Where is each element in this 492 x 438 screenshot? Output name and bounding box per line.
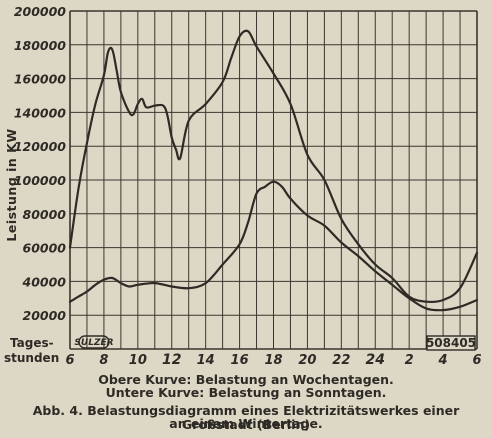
y-tick-label: 60000 <box>23 241 67 256</box>
x-tick-label: 18 <box>264 353 282 368</box>
x-tick-label: 20 <box>298 353 316 368</box>
chart-series <box>68 29 479 312</box>
y-tick-label: 200000 <box>14 4 66 19</box>
y-tick-label: 180000 <box>14 38 66 53</box>
series-line-weekday <box>68 29 479 304</box>
x-tick-label: 12 <box>162 352 181 368</box>
x-tick-label: 2 <box>405 353 414 368</box>
x-axis-ticks: 6 8 10 12 14 16 18 20 22 24 2 4 6 <box>65 352 481 368</box>
x-tick-label: 6 <box>65 353 74 368</box>
figure-caption-line2: an einem Wintertage. <box>169 416 323 431</box>
y-tick-label: 120000 <box>14 139 66 154</box>
y-tick-label: 40000 <box>22 274 67 289</box>
x-tick-label: 4 <box>438 353 448 368</box>
stamp-label: SULZER <box>74 338 113 348</box>
x-tick-label: 24 <box>366 352 385 368</box>
y-axis-label: Leistung in KW <box>4 128 19 241</box>
plate-number: 508405 <box>426 336 476 350</box>
chart-grid <box>69 10 478 350</box>
y-axis-ticks: 20000 40000 60000 80000 100000 120000 140000 16… <box>14 4 66 323</box>
x-tick-label: 14 <box>197 353 215 368</box>
y-tick-label: 140000 <box>14 105 66 120</box>
y-tick-label: 100000 <box>14 173 66 188</box>
y-tick-label: 160000 <box>14 72 66 87</box>
sulzer-stamp: SULZER <box>74 335 114 349</box>
y-tick-label: 80000 <box>23 207 67 222</box>
caption-lower-curve: Untere Kurve: Belastung an Sonntagen. <box>105 385 387 400</box>
x-tick-label: 6 <box>472 353 481 368</box>
x-tick-label: 22 <box>332 353 350 368</box>
series-line-sunday <box>68 180 479 312</box>
x-axis-label-line1: Tages- <box>10 336 54 350</box>
x-axis-label-line2: stunden <box>4 351 59 365</box>
y-tick-label: 20000 <box>23 308 67 323</box>
caption-upper-curve: Obere Kurve: Belastung an Wochentagen. <box>98 372 394 387</box>
x-tick-label: 8 <box>99 353 108 368</box>
figure-caption-line1: Abb. 4. Belastungsdiagramm eines Elektri… <box>32 403 460 432</box>
x-tick-label: 16 <box>231 353 249 368</box>
plate-number-box: 508405 <box>426 335 476 351</box>
x-tick-label: 10 <box>129 353 147 368</box>
